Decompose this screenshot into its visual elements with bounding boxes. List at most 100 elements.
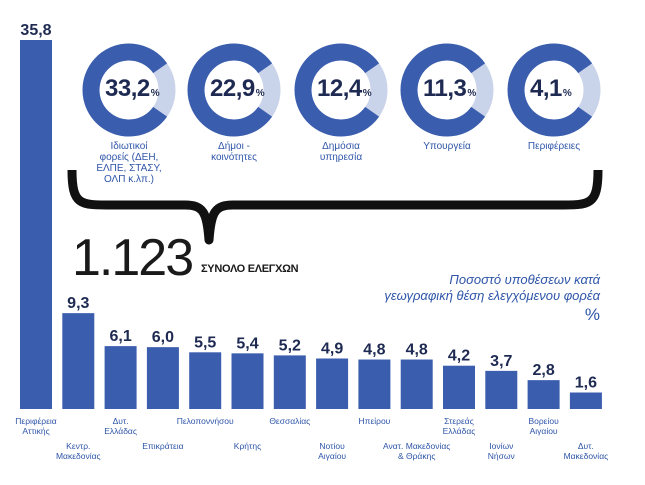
bar-category-label-line: Βορείου [509,416,579,426]
bar-category-label-line: Ανατ. Μακεδονίας [382,441,452,451]
ring-value-percent: % [363,88,371,99]
bar-category-label: Ανατ. Μακεδονίας & Θράκης [382,441,452,461]
bar-category-label-line: Δυτ. [86,416,156,426]
bar-category-label-line: Νήσων [466,451,536,461]
bar-category-label-line: Μακεδονίας [551,451,621,461]
bar-category-label: Ιονίων Νήσων [466,441,536,461]
bar [232,353,264,409]
bar-category-label-line: Πελοποννήσου [170,416,240,426]
bar [401,360,433,409]
bar-value-label: 2,8 [532,362,554,379]
chart-unit: % [585,305,600,325]
bar [485,371,517,409]
bar-category-label-line: Περιφέρεια [1,416,71,426]
bar [316,358,348,409]
chart-title-line-1: Ποσοστό υποθέσεων κατά [384,272,600,288]
ring-label-line: κοινότητες [179,152,289,163]
bar [189,352,221,409]
bar-category-label-line: Κεντρ. [43,441,113,451]
bar [570,393,602,409]
bar-category-label: Κρήτης [213,441,283,451]
bar-category-label-line: Ελλάδας [86,426,156,436]
bar [20,40,52,409]
bar-category-label: Περιφέρεια Αττικής [1,416,71,436]
bar-category-label-line: Ηπείρου [339,416,409,426]
bar-category-label-line: Κρήτης [213,441,283,451]
total-count-label: ΣΥΝΟΛΟ ΕΛΕΓΧΩΝ [201,263,298,275]
ring-label-line: Ιδιωτικοί [74,141,184,152]
bar [105,346,137,409]
total-count: 1.123 [72,228,192,288]
ring-label-line: Δήμοι - [179,141,289,152]
bar-category-label-line: Θεσσαλίας [255,416,325,426]
ring-label: Υπουργεία [392,141,502,152]
bar-value-label: 5,4 [236,335,258,352]
bar-category-label-line: Αττικής [1,426,71,436]
ring-label-line: ΟΛΠ κ.λπ.) [74,174,184,185]
bar-category-label-line: Επικράτεια [128,441,198,451]
bar-category-label-line: Στερεάς [424,416,494,426]
bar-category-label: Βορείου Αιγαίου [509,416,579,436]
ring-value: 12,4% [317,75,371,103]
bar-value-label: 9,3 [67,295,89,312]
ring-label: Δήμοι - κοινότητες [179,141,289,163]
bar [358,360,390,409]
ring-value-percent: % [256,88,264,99]
ring-3: 12,4% [293,42,389,138]
bar-category-label: Δυτ. Ελλάδας [86,416,156,436]
bar-value-label: 6,1 [109,328,131,345]
infographic: 33,2% Ιδιωτικοί φορείς (ΔΕΗ, ΕΛΠΕ, ΣΤΑΣΥ, ΟΛ… [0,0,645,485]
bar-category-label: Πελοποννήσου [170,416,240,426]
bar-category-label-line: Νοτίου [297,441,367,451]
bar-category-label-line: Μακεδονίας [43,451,113,461]
ring-label: Δημόσια υπηρεσία [286,141,396,163]
ring-1: 33,2% [81,42,177,138]
bar [62,313,94,409]
bar-category-label: Επικράτεια [128,441,198,451]
bar-value-label: 4,2 [448,348,470,365]
ring-value-number: 11,3 [423,75,466,102]
ring-value-number: 22,9 [210,75,255,102]
bar-category-label-line: Αιγαίου [509,426,579,436]
bar [147,347,179,409]
ring-value: 4,1% [530,75,571,103]
ring-label-line: Υπουργεία [392,141,502,152]
chart-title-line-2: γεωγραφική θέση ελεγχόμενου φορέα [384,288,600,304]
ring-label: Ιδιωτικοί φορείς (ΔΕΗ, ΕΛΠΕ, ΣΤΑΣΥ, ΟΛΠ κ.λ… [74,141,184,185]
bar-value-label: 6,0 [152,329,174,346]
ring-value: 22,9% [210,75,264,103]
ring-label-line: υπηρεσία [286,152,396,163]
bar-category-label: Νοτίου Αιγαίου [297,441,367,461]
bar-category-label: Στερεάς Ελλάδας [424,416,494,436]
bar [274,355,306,409]
ring-label: Περιφέρειες [499,141,609,152]
ring-label-line: ΕΛΠΕ, ΣΤΑΣΥ, [74,163,184,174]
bar-value-label: 5,5 [194,334,216,351]
ring-value-number: 33,2 [105,75,150,102]
bar-category-label-line: Ελλάδας [424,426,494,436]
bar-value-label: 35,8 [20,22,51,39]
ring-value-percent: % [467,88,475,99]
ring-value-percent: % [151,88,159,99]
bar-category-label-line: & Θράκης [382,451,452,461]
ring-value-number: 12,4 [317,75,362,102]
ring-4: 11,3% [399,42,495,138]
bar-value-label: 1,6 [575,375,597,392]
ring-value: 33,2% [105,75,159,103]
bar-category-label-line: Δυτ. [551,441,621,451]
ring-5: 4,1% [506,42,602,138]
ring-2: 22,9% [186,42,282,138]
bar [443,366,475,409]
bar [528,380,560,409]
bar-value-label: 4,8 [406,342,428,359]
bar-value-label: 3,7 [490,353,512,370]
bar-category-label: Δυτ. Μακεδονίας [551,441,621,461]
bar-value-label: 4,9 [321,340,343,357]
ring-value: 11,3% [423,75,476,103]
bar-value-label: 5,2 [279,337,301,354]
chart-title: Ποσοστό υποθέσεων κατά γεωγραφική θέση ε… [384,272,600,304]
bar-category-label: Κεντρ. Μακεδονίας [43,441,113,461]
ring-label-line: Δημόσια [286,141,396,152]
ring-value-percent: % [563,88,571,99]
ring-label-line: φορείς (ΔΕΗ, [74,152,184,163]
